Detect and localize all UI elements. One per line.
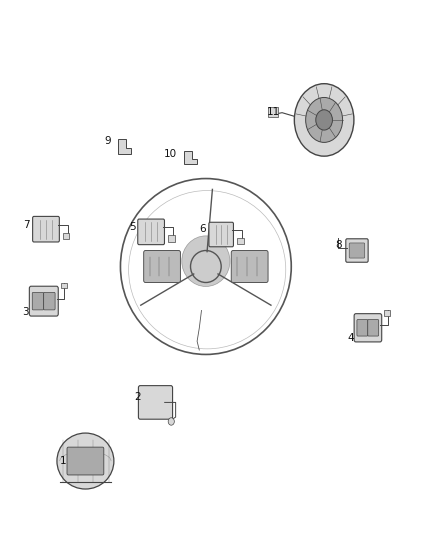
FancyBboxPatch shape xyxy=(61,283,67,288)
Text: 4: 4 xyxy=(347,334,354,343)
FancyBboxPatch shape xyxy=(138,219,164,245)
FancyBboxPatch shape xyxy=(231,251,268,282)
FancyBboxPatch shape xyxy=(346,239,368,262)
Text: 7: 7 xyxy=(23,221,30,230)
FancyBboxPatch shape xyxy=(67,447,104,475)
Text: 1: 1 xyxy=(60,456,67,466)
Ellipse shape xyxy=(182,236,230,287)
FancyBboxPatch shape xyxy=(168,236,174,242)
Text: 9: 9 xyxy=(104,136,111,146)
Text: 3: 3 xyxy=(22,307,29,317)
FancyBboxPatch shape xyxy=(268,108,278,117)
Circle shape xyxy=(294,84,354,156)
FancyBboxPatch shape xyxy=(64,233,70,239)
FancyBboxPatch shape xyxy=(368,320,379,336)
Ellipse shape xyxy=(57,433,114,489)
FancyBboxPatch shape xyxy=(32,216,60,242)
FancyBboxPatch shape xyxy=(357,320,368,336)
Circle shape xyxy=(168,418,174,425)
FancyBboxPatch shape xyxy=(32,293,44,310)
Text: 11: 11 xyxy=(267,107,280,117)
Text: 6: 6 xyxy=(199,224,206,234)
Text: 10: 10 xyxy=(164,149,177,158)
FancyBboxPatch shape xyxy=(354,313,381,342)
Text: 5: 5 xyxy=(129,222,136,231)
FancyBboxPatch shape xyxy=(209,222,233,247)
Circle shape xyxy=(306,98,343,142)
Polygon shape xyxy=(118,139,131,154)
FancyBboxPatch shape xyxy=(384,310,390,316)
FancyBboxPatch shape xyxy=(29,286,58,316)
FancyBboxPatch shape xyxy=(349,243,365,258)
FancyBboxPatch shape xyxy=(44,293,55,310)
Circle shape xyxy=(316,110,332,130)
Text: 2: 2 xyxy=(134,392,141,402)
Ellipse shape xyxy=(191,251,221,282)
Text: 8: 8 xyxy=(335,240,342,250)
FancyBboxPatch shape xyxy=(138,386,173,419)
Polygon shape xyxy=(184,151,197,164)
FancyBboxPatch shape xyxy=(237,238,244,244)
FancyBboxPatch shape xyxy=(144,251,180,282)
